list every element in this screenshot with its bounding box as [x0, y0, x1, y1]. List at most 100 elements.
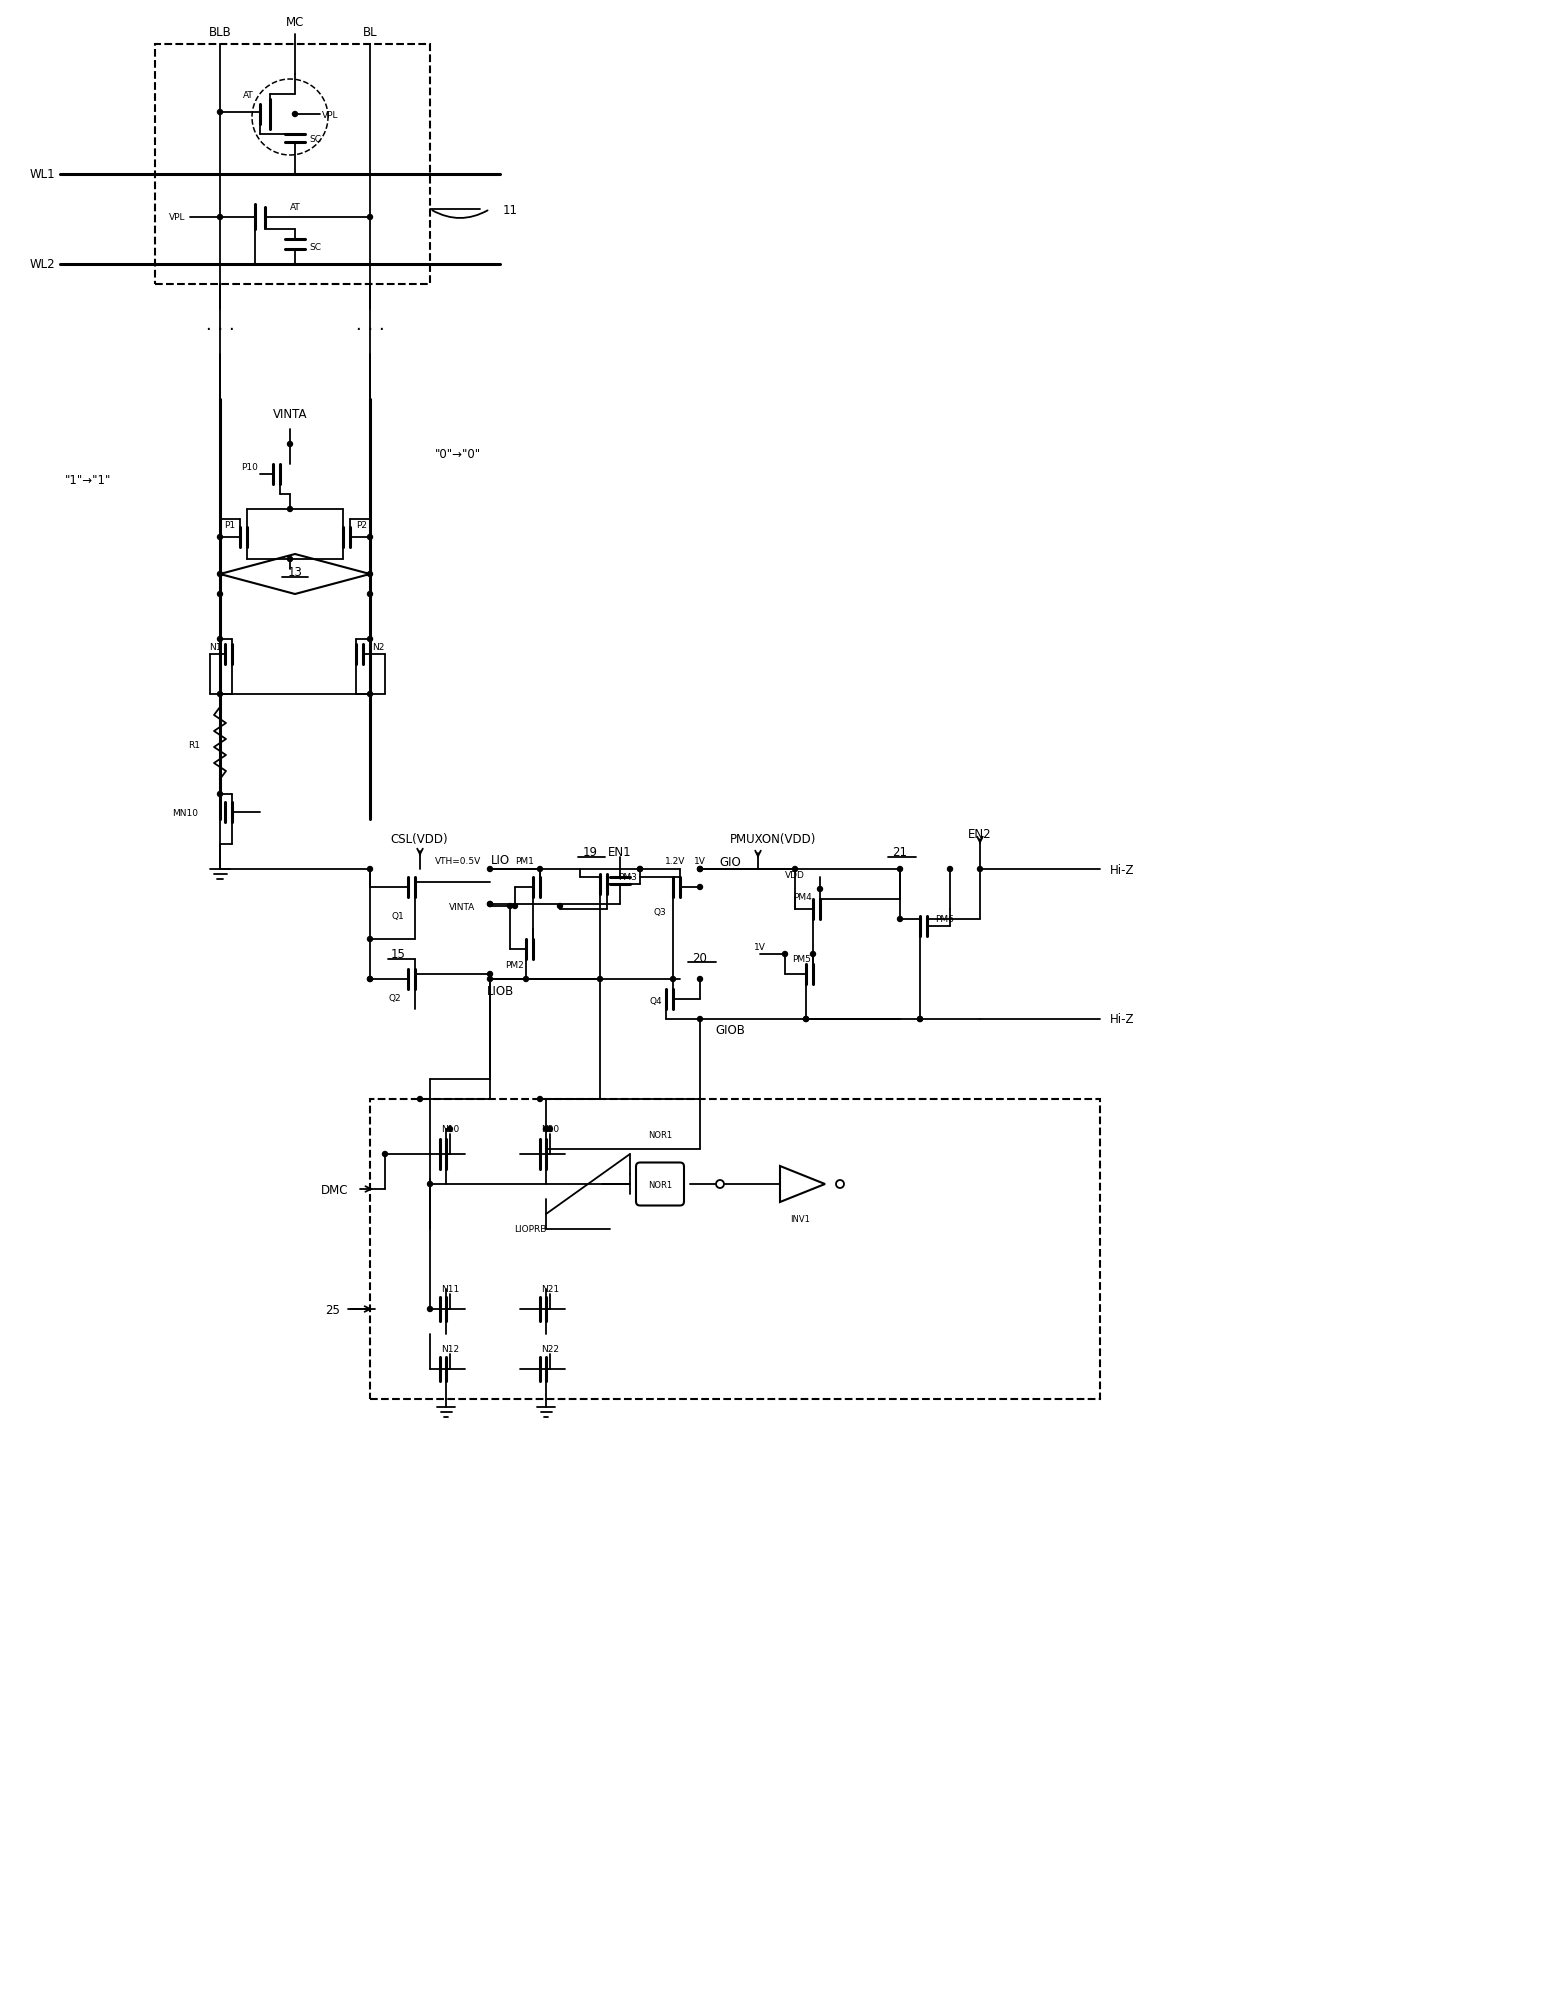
Text: EN1: EN1: [608, 845, 631, 857]
Circle shape: [897, 917, 902, 921]
Circle shape: [418, 1097, 423, 1103]
Text: MN10: MN10: [172, 807, 197, 817]
Circle shape: [368, 535, 373, 539]
Circle shape: [288, 442, 293, 448]
Circle shape: [487, 971, 492, 977]
Text: N12: N12: [442, 1345, 459, 1355]
Circle shape: [792, 867, 797, 871]
Circle shape: [507, 903, 512, 909]
Text: LIOPRB: LIOPRB: [514, 1225, 547, 1235]
Text: AT: AT: [290, 204, 301, 212]
Circle shape: [918, 1017, 922, 1023]
Text: WL1: WL1: [30, 168, 55, 182]
Circle shape: [368, 571, 373, 577]
Circle shape: [803, 1017, 808, 1023]
Circle shape: [487, 901, 492, 907]
Text: PM6: PM6: [935, 915, 954, 923]
Text: WL2: WL2: [30, 258, 55, 272]
Circle shape: [382, 1153, 387, 1157]
Text: NOR1: NOR1: [648, 1131, 672, 1139]
Circle shape: [537, 1097, 542, 1103]
Text: 11: 11: [503, 204, 517, 216]
Text: BLB: BLB: [208, 26, 232, 38]
Circle shape: [218, 110, 222, 116]
Circle shape: [543, 1127, 548, 1133]
Text: "0"→"0": "0"→"0": [435, 448, 481, 462]
Circle shape: [697, 867, 703, 871]
Text: PM4: PM4: [792, 891, 811, 901]
Circle shape: [537, 867, 542, 871]
Text: · · ·: · · ·: [355, 322, 384, 340]
Circle shape: [947, 867, 952, 871]
Circle shape: [523, 977, 528, 981]
Circle shape: [918, 1017, 922, 1023]
Text: VINTA: VINTA: [449, 901, 474, 911]
Circle shape: [697, 867, 703, 871]
Circle shape: [512, 903, 517, 909]
Circle shape: [557, 903, 562, 909]
Text: N20: N20: [540, 1125, 559, 1135]
Text: · · ·: · · ·: [205, 322, 235, 340]
Text: LIOB: LIOB: [487, 985, 514, 997]
Circle shape: [288, 557, 293, 561]
Circle shape: [368, 591, 373, 597]
Text: 1V: 1V: [755, 943, 766, 951]
Text: 13: 13: [288, 565, 302, 577]
Text: P2: P2: [357, 521, 368, 529]
Circle shape: [817, 887, 822, 891]
Circle shape: [548, 1127, 553, 1133]
Text: 1V: 1V: [694, 857, 706, 865]
Circle shape: [218, 535, 222, 539]
Circle shape: [218, 637, 222, 641]
Circle shape: [487, 901, 492, 907]
Circle shape: [368, 937, 373, 941]
Text: PM5: PM5: [792, 955, 811, 963]
Text: Q1: Q1: [392, 911, 404, 921]
Text: DMC: DMC: [321, 1183, 348, 1197]
Circle shape: [218, 216, 222, 220]
Circle shape: [598, 977, 603, 981]
Circle shape: [218, 691, 222, 697]
Text: GIO: GIO: [719, 855, 741, 867]
Text: 21: 21: [893, 845, 908, 857]
Circle shape: [637, 867, 642, 871]
Text: Q4: Q4: [650, 997, 662, 1007]
Bar: [370, 1099, 1099, 1399]
Text: VPL: VPL: [321, 110, 338, 120]
Bar: [155, 46, 431, 286]
Circle shape: [697, 885, 703, 889]
Text: VINTA: VINTA: [272, 408, 307, 422]
Text: 20: 20: [692, 951, 708, 963]
Text: Hi-Z: Hi-Z: [1110, 863, 1134, 875]
Circle shape: [293, 112, 298, 118]
Text: N2: N2: [371, 643, 384, 651]
Text: PM2: PM2: [506, 959, 525, 969]
Circle shape: [288, 507, 293, 511]
Text: 1.2V: 1.2V: [666, 857, 686, 865]
Text: AT: AT: [243, 90, 254, 100]
Text: NOR1: NOR1: [648, 1181, 672, 1189]
Circle shape: [368, 977, 373, 981]
Text: CSL(VDD): CSL(VDD): [390, 833, 448, 845]
Text: PM1: PM1: [515, 857, 534, 865]
Circle shape: [368, 867, 373, 871]
Circle shape: [368, 691, 373, 697]
Text: Q2: Q2: [388, 993, 401, 1003]
Text: EN2: EN2: [968, 827, 991, 841]
Circle shape: [897, 867, 902, 871]
Circle shape: [368, 637, 373, 641]
Circle shape: [670, 977, 675, 981]
Text: N1: N1: [208, 643, 221, 651]
Text: 25: 25: [326, 1303, 340, 1317]
Circle shape: [977, 867, 982, 871]
Text: P10: P10: [241, 464, 258, 472]
Circle shape: [803, 1017, 808, 1023]
Circle shape: [783, 951, 788, 957]
Text: N10: N10: [442, 1125, 459, 1135]
Text: VDD: VDD: [785, 869, 805, 879]
Circle shape: [368, 216, 373, 220]
Text: N11: N11: [442, 1285, 459, 1295]
Text: N21: N21: [540, 1285, 559, 1295]
Circle shape: [697, 1017, 703, 1023]
Text: MC: MC: [287, 16, 304, 28]
